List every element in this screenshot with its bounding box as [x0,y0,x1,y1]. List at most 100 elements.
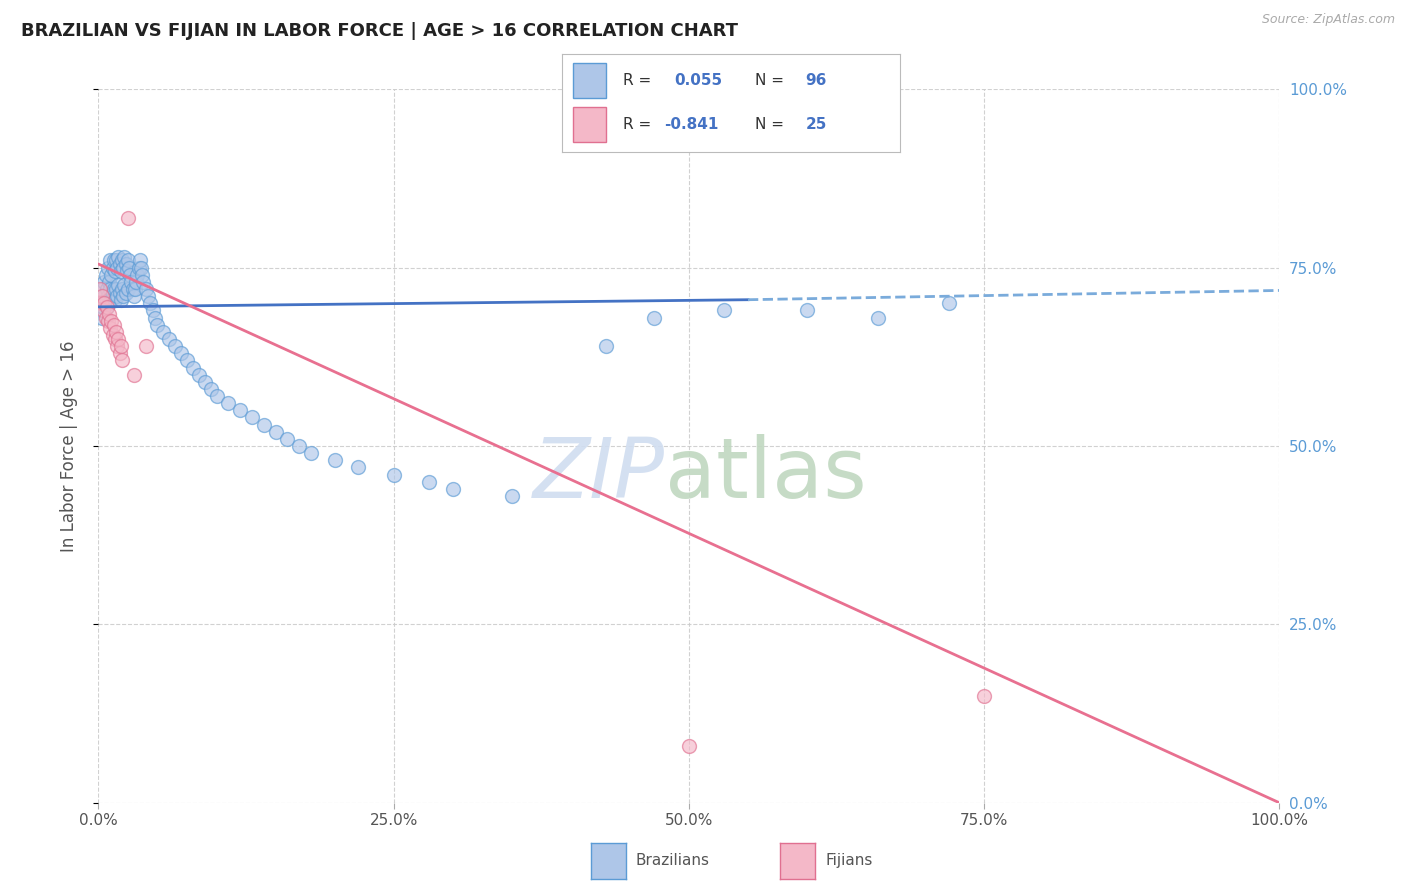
Text: Fijians: Fijians [825,854,873,868]
Text: atlas: atlas [665,434,868,515]
Point [100,314,122,328]
Text: 0.055: 0.055 [673,73,721,88]
Point [112,250,135,264]
Point [382,467,405,482]
Point [108,257,131,271]
Point [101,328,124,343]
Point [98,321,121,335]
Point [146,318,169,332]
Point [276,432,298,446]
Point [142,303,165,318]
Point [94,268,117,282]
Point [125,275,148,289]
Point [347,460,370,475]
Point [90,303,112,318]
Point [98,282,121,296]
Point [105,253,128,268]
Text: 96: 96 [806,73,827,88]
Point [288,439,311,453]
Point [176,353,198,368]
Point [112,289,135,303]
Point [104,293,127,307]
Point [194,375,217,389]
Point [118,260,141,275]
Point [122,289,145,303]
Text: N =: N = [755,73,789,88]
Point [98,307,121,321]
Point [111,253,134,268]
Point [91,289,114,303]
Point [96,300,118,314]
Point [108,346,131,360]
Point [97,314,120,328]
Point [441,482,464,496]
Point [152,325,174,339]
Point [128,253,150,268]
Point [205,389,228,403]
Point [114,257,136,271]
Point [98,253,121,268]
Point [110,339,132,353]
Text: R =: R = [623,117,657,132]
Point [108,285,131,300]
Point [170,346,193,360]
Text: ZIP: ZIP [533,434,665,515]
Point [103,253,125,268]
Point [595,339,617,353]
Point [217,396,239,410]
Point [938,296,960,310]
Point [122,368,145,382]
Point [104,332,127,346]
Point [91,289,114,303]
Bar [572,63,606,98]
Point [94,310,117,325]
Point [91,303,114,318]
Point [101,285,124,300]
Text: Brazilians: Brazilians [636,854,710,868]
Point [91,310,114,325]
Point [91,282,114,296]
Point [110,293,132,307]
Point [200,382,222,396]
Point [93,275,115,289]
Point [111,282,134,296]
Point [89,282,111,296]
Point [117,211,139,225]
Point [117,282,139,296]
Text: Source: ZipAtlas.com: Source: ZipAtlas.com [1261,13,1395,27]
Point [973,689,995,703]
Point [157,332,180,346]
Point [98,296,121,310]
Point [96,300,118,314]
Point [121,282,143,296]
Point [104,264,127,278]
Point [105,339,128,353]
Point [107,278,129,293]
Point [796,303,818,318]
Point [713,303,735,318]
Point [181,360,204,375]
Point [240,410,263,425]
Text: N =: N = [755,117,789,132]
Text: 25: 25 [806,117,827,132]
Point [107,332,129,346]
Text: R =: R = [623,73,661,88]
Point [105,289,128,303]
Point [253,417,276,432]
Point [135,339,157,353]
Point [101,260,124,275]
Point [131,268,153,282]
Point [117,253,139,268]
Point [105,282,128,296]
Point [643,310,665,325]
Point [111,353,134,368]
Point [165,339,187,353]
Point [100,268,122,282]
Point [112,278,135,293]
Point [115,264,138,278]
Point [120,268,142,282]
Point [128,260,150,275]
Point [136,289,159,303]
Point [97,260,120,275]
Point [418,475,440,489]
